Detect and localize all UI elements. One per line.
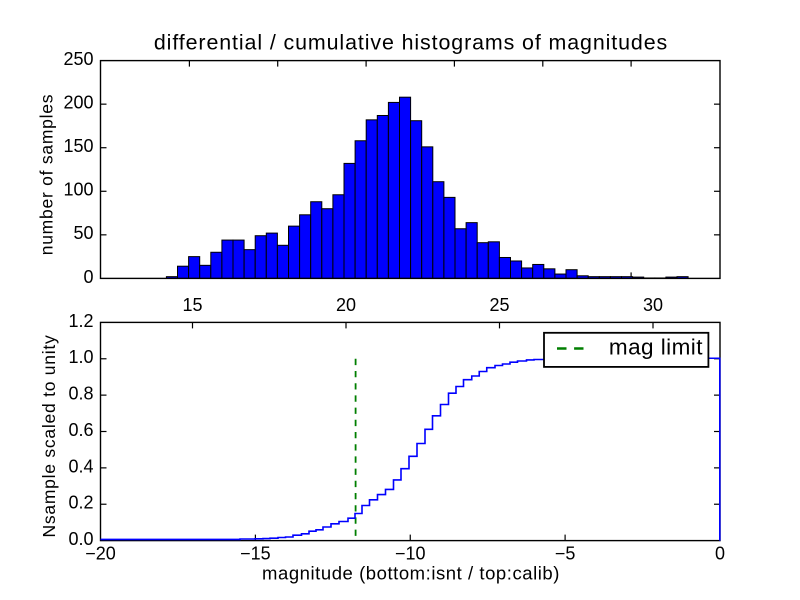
svg-text:50: 50 bbox=[73, 223, 93, 243]
svg-text:250: 250 bbox=[63, 49, 93, 69]
svg-text:0.2: 0.2 bbox=[68, 493, 93, 513]
svg-text:differential / cumulative hist: differential / cumulative histograms of … bbox=[154, 31, 668, 55]
svg-text:100: 100 bbox=[63, 180, 93, 200]
svg-text:0.8: 0.8 bbox=[68, 384, 93, 404]
svg-text:−15: −15 bbox=[240, 544, 271, 564]
svg-text:0: 0 bbox=[83, 267, 93, 287]
svg-text:−10: −10 bbox=[395, 544, 426, 564]
svg-text:magnitude (bottom:isnt / top:c: magnitude (bottom:isnt / top:calib) bbox=[262, 562, 560, 583]
svg-text:200: 200 bbox=[63, 93, 93, 113]
svg-text:30: 30 bbox=[643, 295, 663, 315]
svg-text:20: 20 bbox=[336, 295, 356, 315]
svg-text:25: 25 bbox=[489, 295, 509, 315]
svg-text:Nsample scaled to unity: Nsample scaled to unity bbox=[39, 334, 59, 537]
svg-text:number of samples: number of samples bbox=[37, 94, 57, 256]
svg-text:150: 150 bbox=[63, 136, 93, 156]
svg-text:−20: −20 bbox=[85, 544, 116, 564]
svg-text:0.6: 0.6 bbox=[68, 420, 93, 440]
svg-text:1.2: 1.2 bbox=[68, 311, 93, 331]
svg-text:mag limit: mag limit bbox=[609, 335, 703, 360]
svg-text:0.4: 0.4 bbox=[68, 456, 93, 476]
svg-text:0: 0 bbox=[715, 544, 725, 564]
svg-text:0.0: 0.0 bbox=[68, 529, 93, 549]
svg-text:1.0: 1.0 bbox=[68, 347, 93, 367]
svg-text:15: 15 bbox=[182, 295, 202, 315]
svg-text:−5: −5 bbox=[555, 544, 576, 564]
